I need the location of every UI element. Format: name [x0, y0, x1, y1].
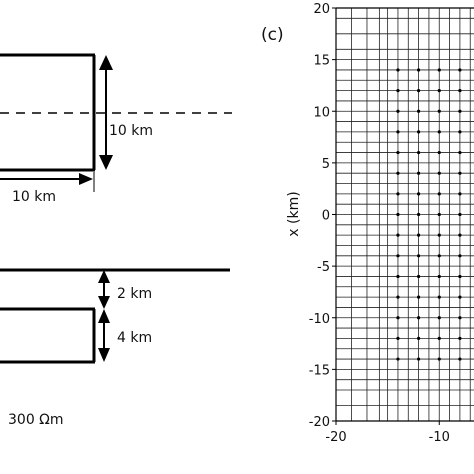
mesh-dot [396, 295, 400, 299]
mesh-dot [417, 212, 421, 217]
mesh-dot [458, 274, 462, 279]
mesh-dot [437, 212, 441, 217]
section-body [0, 307, 96, 364]
mesh-dot [458, 68, 462, 72]
height-arrowhead-top [99, 55, 113, 70]
depth-arrowhead-bottom [98, 296, 110, 309]
depth-dimension-arrow [98, 270, 110, 309]
mesh-dot [458, 109, 462, 113]
mesh-dot [396, 171, 400, 175]
y-tick-label: 20 [313, 2, 330, 17]
mesh-dot [437, 150, 441, 155]
y-tick-label: 15 [313, 54, 330, 69]
width-dimension-arrow [0, 172, 95, 192]
resistivity-label: 300 Ωm [8, 412, 64, 428]
mesh-dot [458, 295, 462, 299]
mesh-dot [417, 171, 421, 175]
mesh-dot [437, 192, 441, 196]
mesh-dot [437, 130, 441, 134]
mesh-dot [458, 89, 462, 93]
mesh-dot [396, 130, 400, 134]
height-dimension-arrow [99, 55, 113, 170]
mesh-dot [437, 171, 441, 175]
height-dimension-label: 10 km [109, 123, 153, 139]
mesh-dot [458, 357, 462, 361]
model-sketch: 10 km 10 km 2 km 4 km 300 Ωm [0, 53, 232, 428]
mesh-dot [437, 357, 441, 361]
mesh-dot [437, 89, 441, 93]
mesh-dot [417, 68, 421, 72]
mesh-dot [417, 150, 421, 155]
mesh-dot [437, 254, 441, 258]
mesh-dot [396, 233, 400, 237]
y-tick-label: 0 [322, 209, 330, 224]
mesh-dot [458, 150, 462, 155]
mesh-dot [437, 336, 441, 340]
y-axis-label: x (km) [286, 191, 302, 236]
mesh-dot [417, 233, 421, 237]
mesh-plot: 20 15 10 5 0 -5 -10 -15 -20-20 -10 [309, 2, 474, 445]
panel-c-label: (c) [261, 25, 284, 45]
mesh-dot [396, 316, 400, 320]
mesh-dot [396, 150, 400, 155]
depth-dimension-label: 2 km [117, 286, 152, 302]
width-dimension-label: 10 km [12, 189, 56, 205]
mesh-dot [458, 336, 462, 340]
mesh-dot [396, 254, 400, 258]
mesh-dot [396, 109, 400, 113]
mesh-dot [437, 109, 441, 113]
mesh-dot [396, 68, 400, 72]
mesh-dot [417, 336, 421, 340]
mesh-dot [396, 212, 400, 217]
mesh-dot [417, 274, 421, 279]
mesh-dot [437, 274, 441, 279]
y-tick-label: -15 [309, 363, 330, 378]
mesh-dot [458, 192, 462, 196]
y-tick-label: -5 [317, 260, 330, 275]
mesh-dot [437, 316, 441, 320]
x-tick-label: -20 [325, 430, 346, 445]
mesh-dot [458, 212, 462, 217]
mesh-dot [458, 254, 462, 258]
plan-view-body [0, 53, 96, 172]
mesh-dot [417, 357, 421, 361]
depth-arrowhead-top [98, 270, 110, 283]
mesh-dot [458, 233, 462, 237]
height-arrowhead-bottom [99, 155, 113, 170]
mesh-dot [396, 192, 400, 196]
mesh-dot [417, 130, 421, 134]
thickness-arrowhead-bottom [98, 348, 110, 362]
y-tick-label: -10 [309, 312, 330, 327]
mesh-dot [417, 109, 421, 113]
mesh-dot [396, 89, 400, 93]
x-tick-label: -10 [429, 430, 450, 445]
mesh-dot [458, 130, 462, 134]
mesh-dot [417, 192, 421, 196]
mesh-dot [417, 254, 421, 258]
mesh-dot [417, 89, 421, 93]
mesh-dot [458, 316, 462, 320]
thickness-arrowhead-top [98, 309, 110, 323]
mesh-dot [458, 171, 462, 175]
mesh-dot [396, 357, 400, 361]
width-arrowhead-right [79, 173, 93, 185]
thickness-dimension-label: 4 km [117, 330, 152, 346]
mesh-dot [396, 274, 400, 279]
mesh-dot [417, 295, 421, 299]
mesh-dot [417, 316, 421, 320]
y-tick-label: 5 [322, 157, 330, 172]
y-tick-label: 10 [313, 105, 330, 120]
thickness-dimension-arrow [98, 309, 110, 362]
mesh-dot [437, 68, 441, 72]
y-tick-label: -20 [309, 415, 330, 430]
mesh-dot [437, 295, 441, 299]
mesh-dot [396, 336, 400, 340]
mesh-dot [437, 233, 441, 237]
